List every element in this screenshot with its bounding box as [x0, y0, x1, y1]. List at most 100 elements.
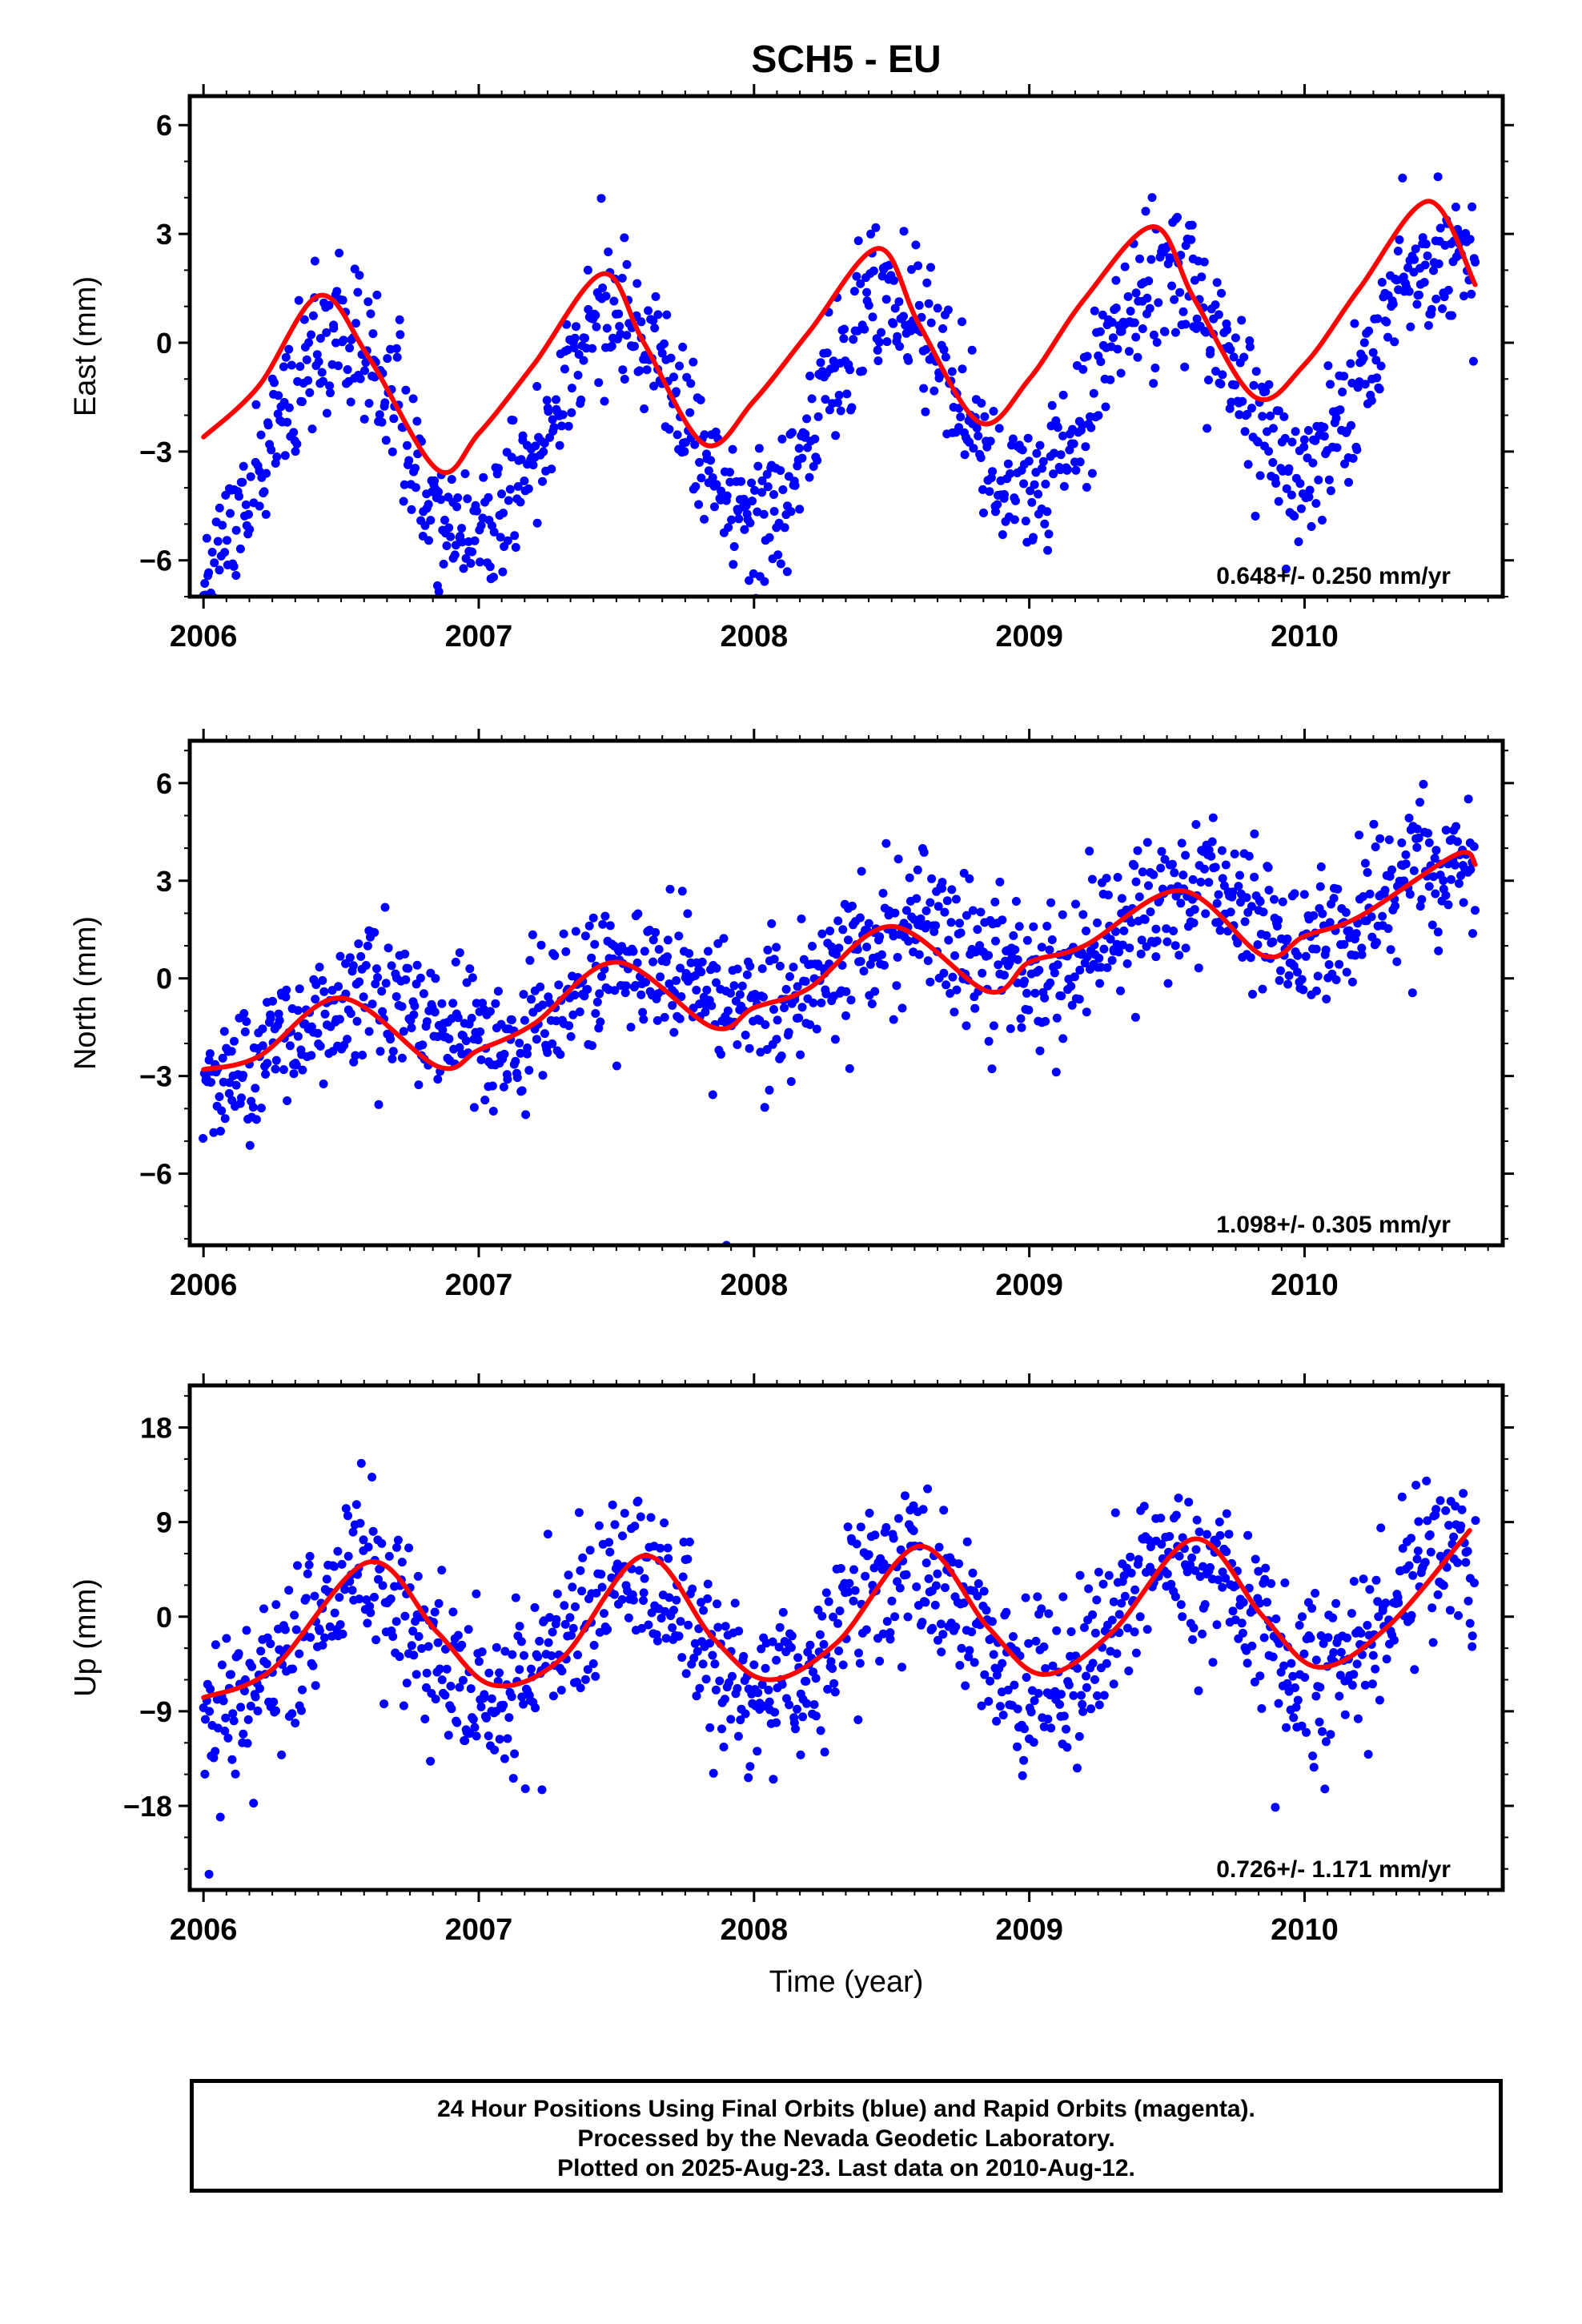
data-point — [367, 999, 377, 1009]
data-point — [1323, 1633, 1333, 1642]
data-point — [211, 1640, 220, 1650]
data-point — [760, 577, 769, 586]
data-point — [466, 1684, 476, 1694]
data-point — [533, 1652, 543, 1662]
data-point — [615, 322, 624, 331]
data-point — [1468, 356, 1478, 366]
data-point — [628, 1595, 638, 1605]
data-point — [1250, 872, 1259, 882]
data-point — [1043, 1715, 1053, 1724]
data-point — [1305, 485, 1315, 495]
caption-line-1: 24 Hour Positions Using Final Orbits (bl… — [437, 2096, 1255, 2122]
data-point — [1451, 860, 1460, 870]
data-point — [933, 1569, 942, 1578]
y-axis-label: East (mm) — [69, 276, 102, 416]
data-point — [737, 476, 746, 486]
data-point — [777, 1051, 786, 1060]
data-point — [772, 1655, 781, 1665]
data-point — [315, 1626, 324, 1635]
data-point — [1248, 990, 1257, 999]
data-point — [355, 271, 364, 280]
data-point — [1022, 988, 1031, 998]
data-point — [1199, 257, 1209, 267]
data-point — [869, 266, 878, 275]
data-point — [849, 335, 858, 344]
data-point — [1293, 967, 1302, 977]
data-point — [878, 1629, 888, 1638]
data-point — [1149, 870, 1158, 879]
data-point — [672, 387, 681, 396]
data-point — [1372, 938, 1381, 947]
data-point — [484, 1668, 494, 1678]
data-point — [422, 1683, 431, 1692]
data-point — [768, 1637, 777, 1647]
data-point — [1003, 1685, 1013, 1695]
data-point — [1309, 1763, 1319, 1772]
data-point — [434, 487, 443, 497]
data-point — [1014, 922, 1024, 931]
data-point — [1160, 327, 1170, 336]
data-point — [507, 1015, 516, 1024]
data-point — [1200, 1600, 1210, 1609]
data-point — [1206, 346, 1215, 355]
data-point — [859, 967, 869, 976]
data-point — [1428, 1638, 1438, 1647]
data-point — [1199, 864, 1209, 874]
data-point — [1059, 1711, 1069, 1721]
data-point — [485, 562, 495, 572]
data-point — [824, 1597, 833, 1606]
data-point — [1239, 352, 1249, 362]
data-point — [209, 1128, 219, 1137]
data-point — [439, 559, 448, 569]
data-point — [730, 1598, 740, 1608]
data-point — [794, 444, 804, 453]
data-point — [1394, 1598, 1403, 1607]
data-point — [1259, 1633, 1269, 1642]
data-point — [410, 1001, 420, 1011]
data-point — [1218, 874, 1227, 883]
data-point — [295, 984, 304, 994]
data-point — [805, 372, 815, 380]
data-point — [474, 1657, 484, 1667]
data-point — [1171, 1510, 1181, 1520]
data-point — [213, 537, 223, 546]
data-point — [781, 984, 791, 994]
data-point — [1057, 1690, 1066, 1699]
data-point — [1238, 1628, 1247, 1638]
data-point — [1212, 1620, 1222, 1630]
data-point — [1299, 985, 1308, 995]
data-point — [544, 1638, 553, 1647]
data-point — [970, 1658, 979, 1667]
data-point — [1082, 927, 1090, 935]
data-point — [1150, 364, 1160, 372]
data-point — [1250, 1677, 1259, 1687]
data-point — [243, 1715, 253, 1724]
velocity-annotation: 1.098+/- 0.305 mm/yr — [1216, 1212, 1451, 1238]
data-point — [516, 497, 525, 507]
data-point — [700, 430, 709, 440]
data-point — [1253, 940, 1263, 950]
data-point — [1029, 533, 1038, 542]
data-point — [907, 265, 916, 274]
x-tick-label: 2008 — [721, 1269, 789, 1302]
data-point — [351, 319, 360, 328]
data-point — [1376, 1523, 1386, 1533]
data-point — [728, 444, 737, 454]
data-point — [972, 424, 982, 432]
data-point — [1062, 1743, 1072, 1752]
data-point — [388, 1047, 398, 1056]
data-point — [703, 1579, 713, 1589]
data-point — [1284, 464, 1294, 473]
data-point — [493, 987, 503, 996]
data-point — [583, 265, 592, 275]
data-point — [815, 1630, 825, 1639]
data-point — [307, 1051, 316, 1060]
data-point — [1369, 819, 1379, 829]
data-point — [544, 407, 553, 416]
data-point — [324, 300, 334, 310]
data-point — [805, 1020, 815, 1029]
data-point — [1262, 931, 1271, 940]
data-point — [669, 1606, 678, 1615]
y-tick-label: 18 — [140, 1412, 172, 1445]
